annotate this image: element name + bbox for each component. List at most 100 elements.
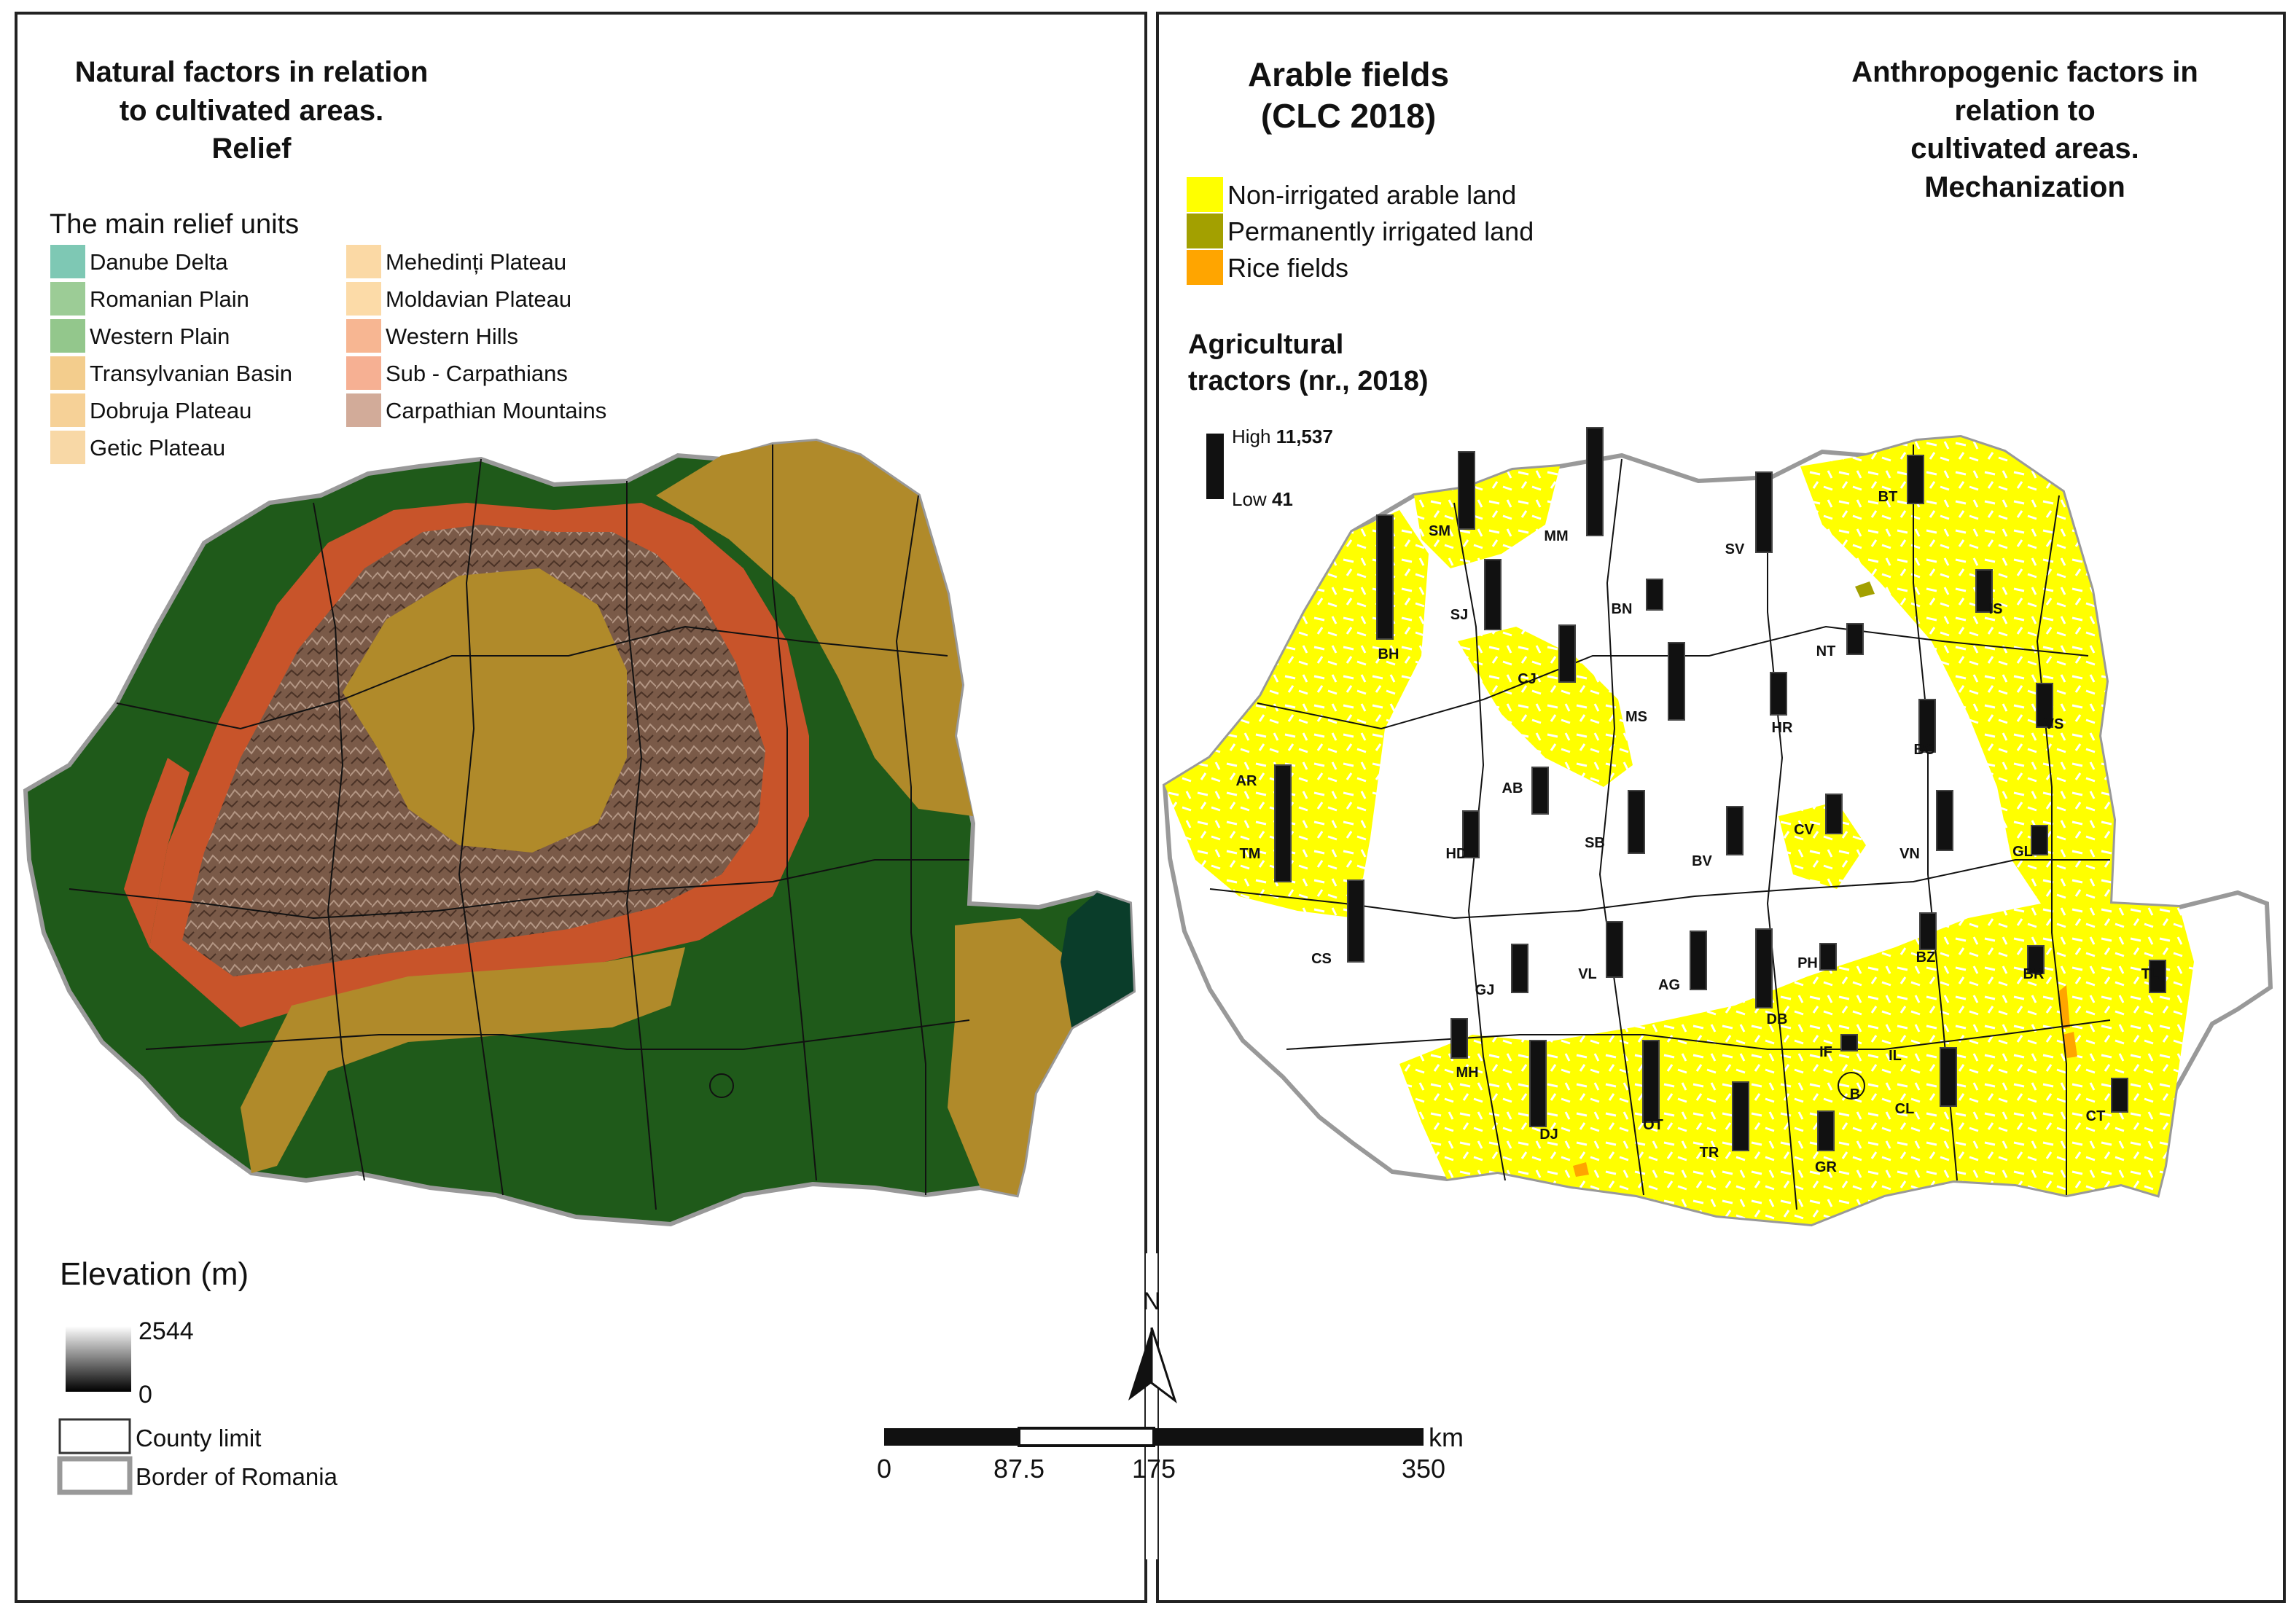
- dobruja-plateau: [948, 918, 1071, 1195]
- tractors-high-label: High 11,537: [1232, 426, 1333, 447]
- county-label-ct: CT: [2086, 1108, 2106, 1124]
- county-label-gl: GL: [2012, 844, 2033, 860]
- moldavian-plateau: [656, 441, 973, 816]
- left-title-line-2: to cultivated areas.: [120, 95, 383, 127]
- getic-plateau: [241, 947, 685, 1173]
- arable-legend: Non-irrigated arable land Permanently irr…: [1187, 177, 1534, 285]
- county-bar-bz: [1919, 912, 1937, 950]
- arable-northwest: [1414, 466, 1560, 568]
- western-hills: [124, 758, 190, 947]
- relief-legend-swatch: [345, 281, 383, 317]
- county-label-cv: CV: [1794, 822, 1814, 838]
- county-bar-br: [2027, 945, 2045, 974]
- county-label-dj: DJ: [1539, 1127, 1558, 1143]
- county-bar-is: [1975, 569, 1993, 613]
- county-bar-ct: [2111, 1078, 2128, 1113]
- relief-legend-label: Western Hills: [386, 324, 518, 349]
- county-bar-sb: [1628, 790, 1645, 854]
- county-limits-right: [1209, 444, 2111, 1210]
- arable-west: [1165, 510, 1429, 918]
- arable-legend-swatch: [1187, 177, 1223, 212]
- danube-delta: [1061, 893, 1133, 1027]
- north-arrow-label: N: [1143, 1288, 1161, 1315]
- county-bar-ms: [1668, 642, 1685, 721]
- county-label-bt: BT: [1878, 489, 1898, 505]
- county-label-ph: PH: [1797, 955, 1818, 971]
- county-bar-tm: [1274, 764, 1292, 882]
- county-label-if: IF: [1819, 1044, 1832, 1060]
- relief-map: [23, 438, 1136, 1227]
- county-label-bc: BC: [1914, 742, 1935, 758]
- county-label-ot: OT: [1643, 1117, 1663, 1133]
- tractors-legend-bar: [1206, 434, 1224, 499]
- arable-title-line-2: (CLC 2018): [1261, 97, 1436, 135]
- county-label-bn: BN: [1612, 601, 1633, 617]
- county-bar-tl: [2149, 960, 2166, 993]
- mech-title-line-4: Mechanization: [1924, 171, 2125, 203]
- county-bar-il: [1940, 1047, 1957, 1107]
- scale-label-3: 350: [1402, 1454, 1445, 1484]
- county-label-tr: TR: [1700, 1145, 1719, 1161]
- county-label-bz: BZ: [1916, 949, 1936, 965]
- county-label-sb: SB: [1585, 835, 1605, 851]
- relief-legend-swatch: [49, 355, 87, 391]
- north-arrow: N: [1128, 1288, 1177, 1404]
- relief-legend-swatch: [345, 355, 383, 391]
- county-bar-bv: [1726, 806, 1744, 855]
- relief-legend-swatch: [345, 318, 383, 354]
- county-bar-cj: [1558, 624, 1576, 683]
- county-label-mm: MM: [1544, 528, 1568, 544]
- county-label-bh: BH: [1378, 646, 1399, 662]
- county-limits-left: [69, 444, 970, 1210]
- county-label-bv: BV: [1692, 853, 1712, 869]
- scale-bar: 0 87.5 175 350 km: [877, 1422, 1464, 1484]
- county-bar-ag: [1690, 931, 1707, 990]
- relief-legend-label: Carpathian Mountains: [386, 398, 606, 423]
- relief-legend-label: Dobruja Plateau: [90, 398, 251, 423]
- right-title: Arable fields (CLC 2018): [1248, 55, 1449, 135]
- elevation-min-label: 0: [138, 1381, 152, 1409]
- county-bar-cs: [1347, 880, 1364, 963]
- relief-legend-label: Mehedinți Plateau: [386, 249, 566, 275]
- county-label-ag: AG: [1658, 977, 1680, 993]
- county-label-tl: TL: [2141, 966, 2159, 982]
- scale-label-0: 0: [877, 1454, 891, 1484]
- arable-legend-label: Non-irrigated arable land: [1227, 180, 1516, 210]
- county-label-b: B: [1850, 1086, 1860, 1102]
- county-bar-db: [1755, 928, 1773, 1008]
- county-label-nt: NT: [1816, 643, 1836, 659]
- county-bar-vn: [1936, 790, 1953, 851]
- elevation-max-label: 2544: [138, 1317, 194, 1345]
- county-bar-hr: [1770, 672, 1787, 716]
- county-bar-nt: [1846, 623, 1864, 655]
- tractors-title-line-2: tractors (nr., 2018): [1188, 366, 1428, 396]
- county-label-cl: CL: [1895, 1101, 1915, 1117]
- county-label-vs: VS: [2045, 716, 2064, 732]
- scale-label-1: 87.5: [993, 1454, 1044, 1484]
- county-label-gr: GR: [1815, 1159, 1838, 1175]
- county-label-sj: SJ: [1450, 607, 1468, 623]
- irrigated-land-patch: [1855, 581, 1875, 598]
- arable-legend-label: Rice fields: [1227, 253, 1348, 283]
- tractors-title-line-1: Agricultural: [1188, 329, 1343, 360]
- left-panel-frame: [15, 12, 1147, 1603]
- county-label-is: IS: [1989, 601, 2003, 617]
- county-label-ar: AR: [1236, 773, 1257, 789]
- county-label-db: DB: [1767, 1011, 1788, 1027]
- arable-legend-label: Permanently irrigated land: [1227, 216, 1534, 246]
- arable-map: [1162, 434, 2273, 1227]
- county-bar-mm: [1586, 427, 1604, 536]
- relief-legend-swatch: [49, 318, 87, 354]
- county-bar-bh: [1376, 514, 1394, 640]
- county-bar-gl: [2031, 825, 2048, 855]
- left-title-line-1: Natural factors in relation: [75, 56, 429, 88]
- county-label-vl: VL: [1578, 966, 1597, 982]
- rice-field-patch-3: [1573, 1162, 1589, 1177]
- arable-legend-swatch: [1187, 213, 1223, 248]
- relief-legend-heading: The main relief units: [50, 209, 299, 240]
- county-label-tm: TM: [1240, 846, 1261, 862]
- scale-label-2: 175: [1132, 1454, 1176, 1484]
- county-label-cs: CS: [1311, 951, 1332, 967]
- county-bar-bt: [1907, 455, 1924, 504]
- county-limit-swatch: [58, 1418, 131, 1454]
